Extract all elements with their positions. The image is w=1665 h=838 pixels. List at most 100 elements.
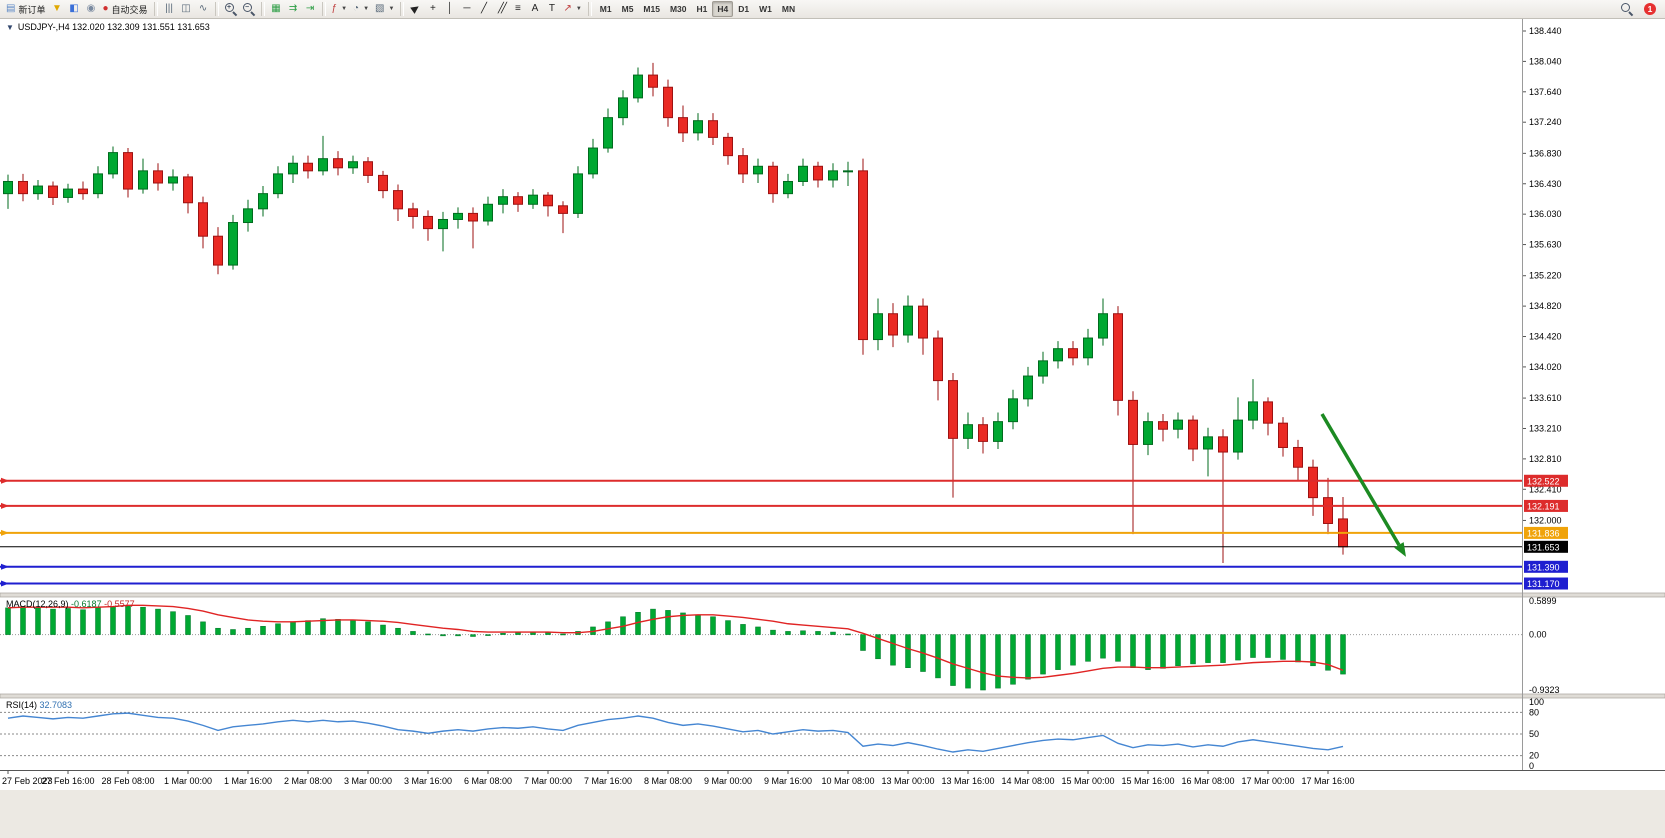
timeframe-button-d1[interactable]: D1 — [738, 4, 750, 14]
svg-text:0.5899: 0.5899 — [1529, 596, 1557, 606]
svg-text:6 Mar 08:00: 6 Mar 08:00 — [464, 776, 512, 786]
label-button[interactable]: T — [543, 1, 560, 17]
line-left-marker[interactable] — [1, 502, 9, 509]
auto-scroll-button[interactable]: ⇉ — [285, 1, 302, 17]
timeframe-button-mn[interactable]: MN — [781, 4, 796, 14]
crosshair-icon: + — [430, 3, 436, 14]
data-window-button[interactable]: ◉ — [82, 1, 99, 17]
fibonacci-button[interactable]: ≡ — [509, 1, 526, 17]
svg-text:13 Mar 00:00: 13 Mar 00:00 — [881, 776, 934, 786]
svg-text:134.420: 134.420 — [1529, 332, 1562, 342]
periods-button[interactable]: ◔ ▼ — [350, 1, 372, 17]
svg-text:136.430: 136.430 — [1529, 179, 1562, 189]
svg-text:1 Mar 00:00: 1 Mar 00:00 — [164, 776, 212, 786]
chart-collapse-icon[interactable]: ▼ — [6, 23, 14, 32]
price-tag: 132.522 — [1524, 474, 1568, 487]
svg-text:131.653: 131.653 — [1527, 542, 1560, 552]
line-left-marker[interactable] — [1, 529, 9, 536]
timeframe-button-w1[interactable]: W1 — [759, 4, 772, 14]
rsi-line — [7, 712, 1344, 753]
trendline-button[interactable]: ╱ — [475, 1, 492, 17]
bar-chart-button[interactable]: ||| — [161, 1, 178, 17]
macd-panel-area[interactable] — [0, 597, 1523, 694]
tile-windows-button[interactable]: ▦ — [268, 1, 285, 17]
toolbar-separator — [214, 2, 219, 16]
trend-arrow[interactable] — [1320, 413, 1406, 557]
profiles-button[interactable]: ▼ — [48, 1, 65, 17]
svg-text:27 Feb 2023: 27 Feb 2023 — [2, 776, 53, 786]
channel-button[interactable]: ╱╱ — [492, 1, 509, 17]
notification-badge[interactable]: 1 — [1644, 3, 1656, 15]
zoom-in-icon: + — [224, 3, 237, 15]
templates-icon: ▧ — [375, 3, 385, 14]
macd-axis-labels: 0.5899 0.00 -0.9323 — [1529, 596, 1560, 695]
svg-text:27 Feb 16:00: 27 Feb 16:00 — [41, 776, 94, 786]
timeframe-button-m30[interactable]: M30 — [669, 4, 687, 14]
line-left-marker[interactable] — [1, 580, 9, 587]
channel-icon: ╱╱ — [497, 3, 507, 14]
svg-text:134.820: 134.820 — [1529, 301, 1562, 311]
chart-shift-button[interactable]: ⇥ — [302, 1, 319, 17]
timeframe-button-m1[interactable]: M1 — [599, 4, 612, 14]
periods-icon: ◔ — [353, 3, 360, 14]
splitter-macd-rsi[interactable] — [0, 693, 1665, 699]
candlesticks — [3, 62, 1348, 563]
svg-text:138.440: 138.440 — [1529, 26, 1562, 36]
line-left-marker[interactable] — [1, 477, 9, 484]
vertical-line-button[interactable]: │ — [441, 1, 458, 17]
search-button[interactable] — [1618, 1, 1636, 17]
svg-text:0.00: 0.00 — [1529, 630, 1547, 640]
svg-text:134.020: 134.020 — [1529, 362, 1562, 372]
arrows-icon: ↗ — [563, 3, 572, 14]
timeframe-button-m15[interactable]: M15 — [643, 4, 660, 14]
new-chart-button[interactable]: ◧ — [65, 1, 82, 17]
label-icon: T — [548, 3, 555, 14]
new-order-button[interactable]: ▤ 新订单 — [3, 1, 48, 17]
svg-text:137.240: 137.240 — [1529, 117, 1562, 127]
autotrading-button-label: 自动交易 — [111, 4, 148, 15]
svg-text:136.030: 136.030 — [1529, 209, 1562, 219]
autotrading-icon: ● — [102, 3, 109, 14]
templates-button[interactable]: ▧ ▼ — [372, 1, 397, 17]
svg-text:100: 100 — [1529, 697, 1544, 707]
svg-text:16 Mar 08:00: 16 Mar 08:00 — [1181, 776, 1234, 786]
svg-text:133.610: 133.610 — [1529, 393, 1562, 403]
arrows-button[interactable]: ↗ ▼ — [560, 1, 584, 17]
svg-text:7 Mar 00:00: 7 Mar 00:00 — [524, 776, 572, 786]
svg-text:9 Mar 00:00: 9 Mar 00:00 — [704, 776, 752, 786]
indicators-button[interactable]: ƒ ▼ — [329, 1, 351, 17]
svg-text:2 Mar 08:00: 2 Mar 08:00 — [284, 776, 332, 786]
timeframe-button-h1[interactable]: H1 — [696, 4, 708, 14]
line-chart-button[interactable]: ∿ — [195, 1, 212, 17]
candlestick-chart-button[interactable]: ◫ — [178, 1, 195, 17]
zoom-out-button[interactable]: − — [240, 1, 258, 17]
splitter-main-macd[interactable] — [0, 592, 1665, 598]
timeframe-button-h4[interactable]: H4 — [712, 1, 734, 17]
horizontal-line-icon: ─ — [463, 3, 471, 14]
zoom-in-button[interactable]: + — [222, 1, 240, 17]
crosshair-button[interactable]: + — [424, 1, 441, 17]
zoom-out-icon: − — [242, 3, 255, 15]
data-window-icon: ◉ — [86, 3, 96, 14]
autotrading-button[interactable]: ● 自动交易 — [99, 1, 150, 17]
line-left-marker[interactable] — [1, 563, 9, 570]
cursor-button[interactable]: ▶ — [407, 1, 424, 17]
toolbar-separator — [260, 2, 265, 16]
svg-text:0: 0 — [1529, 761, 1534, 771]
timeframe-button-m5[interactable]: M5 — [621, 4, 634, 14]
svg-text:132.810: 132.810 — [1529, 454, 1562, 464]
svg-text:132.522: 132.522 — [1527, 476, 1560, 486]
svg-text:3 Mar 16:00: 3 Mar 16:00 — [404, 776, 452, 786]
horizontal-line-button[interactable]: ─ — [458, 1, 475, 17]
trendline-icon: ╱ — [480, 3, 487, 14]
svg-text:28 Feb 08:00: 28 Feb 08:00 — [101, 776, 154, 786]
svg-text:9 Mar 16:00: 9 Mar 16:00 — [764, 776, 812, 786]
chart-symbol-title: USDJPY-,H4 — [17, 22, 70, 32]
svg-text:17 Mar 00:00: 17 Mar 00:00 — [1241, 776, 1294, 786]
text-button[interactable]: A — [526, 1, 543, 17]
svg-text:133.210: 133.210 — [1529, 423, 1562, 433]
